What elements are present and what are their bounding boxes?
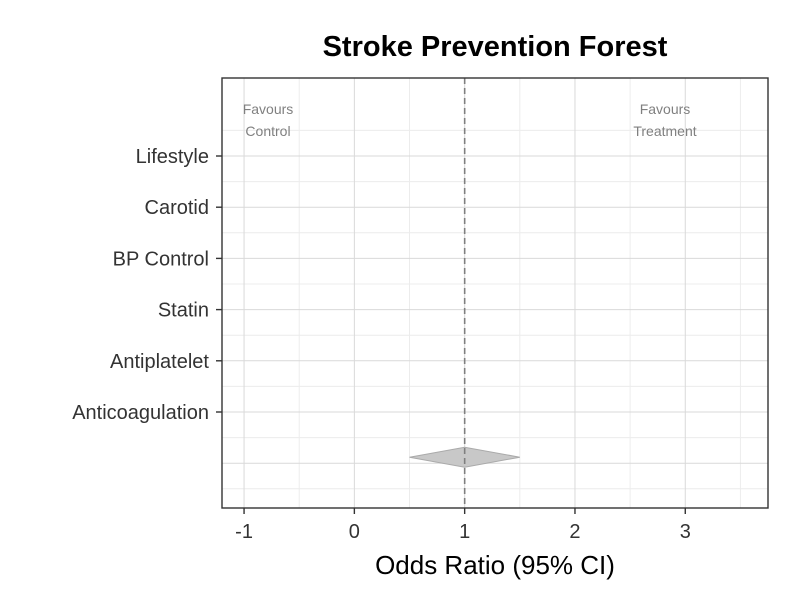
chart-title: Stroke Prevention Forest [323, 31, 668, 63]
y-tick-label: BP Control [113, 248, 209, 270]
x-tick-label: -1 [235, 521, 253, 543]
y-tick-label: Anticoagulation [72, 402, 209, 424]
annotation-favours-treatment: Favours [640, 101, 691, 117]
x-axis-label: Odds Ratio (95% CI) [375, 550, 615, 580]
plot-panel: Favours Control Favours Treatment [221, 77, 769, 509]
x-tick-label: 1 [459, 521, 470, 543]
y-tick-label: Antiplatelet [110, 351, 209, 373]
summary-diamond [409, 446, 520, 468]
y-tick-label: Statin [158, 300, 209, 322]
x-tick-label: 3 [680, 521, 691, 543]
panel-border [221, 77, 769, 509]
y-tick-label: Carotid [145, 197, 209, 219]
panel-background [222, 78, 768, 508]
y-axis: Lifestyle Carotid BP Control Statin Antiplat… [72, 146, 222, 424]
x-axis: -1 0 1 2 3 [235, 508, 691, 543]
annotation-favours-control: Favours [243, 101, 294, 117]
annotation-favours-treatment: Treatment [633, 123, 696, 139]
y-tick-label: Lifestyle [136, 146, 209, 168]
annotation-favours-control: Control [245, 123, 290, 139]
x-tick-label: 0 [349, 521, 360, 543]
x-tick-label: 2 [569, 521, 580, 543]
